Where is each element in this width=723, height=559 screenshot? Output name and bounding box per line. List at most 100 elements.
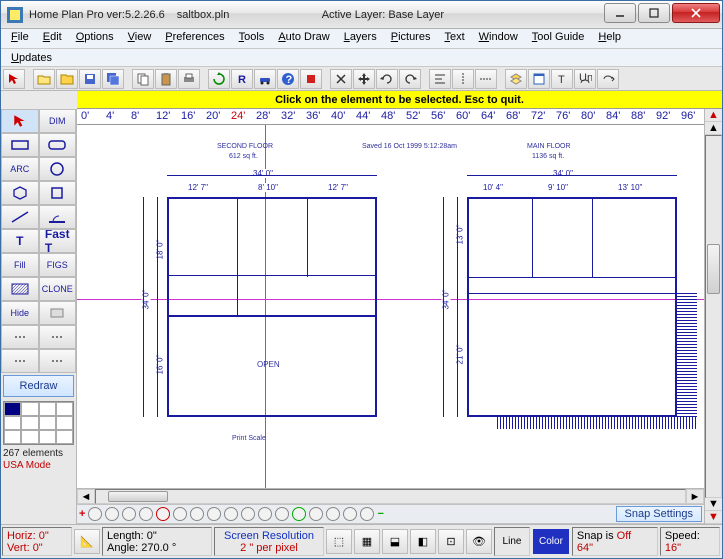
toolbar-align-icon[interactable] [429, 69, 451, 89]
toolbar-rotate-ccw-icon[interactable] [399, 69, 421, 89]
toolbar-refresh-icon[interactable] [208, 69, 230, 89]
toolbar-snap-v-icon[interactable] [452, 69, 474, 89]
tool-arc[interactable]: ARC [1, 157, 39, 181]
minimize-button[interactable] [604, 3, 636, 23]
tool-dots[interactable] [1, 349, 39, 373]
view-circle-3[interactable] [139, 507, 153, 521]
color-swatch-3[interactable] [56, 402, 73, 416]
tool-arrow-sel[interactable] [1, 109, 39, 133]
zoom-in-icon[interactable]: + [79, 508, 85, 520]
view-circle-9[interactable] [241, 507, 255, 521]
hscroll-left[interactable]: ◄ [77, 489, 95, 504]
color-swatch-5[interactable] [21, 416, 38, 430]
toolbar-window-icon[interactable] [528, 69, 550, 89]
zoom-out-icon[interactable]: − [377, 508, 383, 520]
view-circle-12[interactable] [292, 507, 306, 521]
color-swatch-6[interactable] [39, 416, 56, 430]
tool-text-t[interactable]: T [1, 229, 39, 253]
tool-circle[interactable] [39, 157, 77, 181]
toolbar-save-all-icon[interactable] [102, 69, 124, 89]
color-button[interactable]: Color [533, 529, 569, 554]
toolbar-car-icon[interactable] [254, 69, 276, 89]
menu-pictures[interactable]: Pictures [385, 29, 437, 45]
toolbar-rotate-cw-icon[interactable] [376, 69, 398, 89]
view-circle-14[interactable] [326, 507, 340, 521]
color-swatch-0[interactable] [4, 402, 21, 416]
toolbar-folder-icon[interactable] [56, 69, 78, 89]
tool-clone[interactable]: CLONE [39, 277, 77, 301]
scroll-up-red[interactable]: ▲ [705, 109, 722, 122]
view-circle-15[interactable] [343, 507, 357, 521]
toolbar-print-icon[interactable] [178, 69, 200, 89]
color-swatch-8[interactable] [4, 430, 21, 444]
status-btn-3[interactable]: ▦ [354, 529, 380, 554]
color-swatch-2[interactable] [39, 402, 56, 416]
tool-square[interactable] [39, 181, 77, 205]
status-btn-4[interactable]: ⬓ [382, 529, 408, 554]
horizontal-scrollbar[interactable] [95, 489, 686, 504]
tool-dots[interactable] [39, 349, 77, 373]
status-btn-2[interactable]: ⬚ [326, 529, 352, 554]
toolbar-save-icon[interactable] [79, 69, 101, 89]
toolbar-text-tool-icon[interactable]: T [551, 69, 573, 89]
menu-help[interactable]: Help [592, 29, 627, 45]
tool-dim[interactable]: DIM [39, 109, 77, 133]
toolbar-layers-icon[interactable] [505, 69, 527, 89]
vertical-scrollbar[interactable] [705, 135, 722, 498]
color-swatch-4[interactable] [4, 416, 21, 430]
view-circle-7[interactable] [207, 507, 221, 521]
view-circle-10[interactable] [258, 507, 272, 521]
view-circle-6[interactable] [190, 507, 204, 521]
color-swatch-7[interactable] [56, 416, 73, 430]
toolbar-arrow-icon[interactable] [3, 69, 25, 89]
toolbar-paste-icon[interactable] [155, 69, 177, 89]
view-circle-0[interactable] [88, 507, 102, 521]
tool-line[interactable] [1, 205, 39, 229]
tool-fast-t[interactable]: FastT [39, 229, 77, 253]
menu-text[interactable]: Text [438, 29, 470, 45]
tool-hex[interactable] [1, 181, 39, 205]
menu-view[interactable]: View [122, 29, 158, 45]
tool-fill[interactable]: Fill [1, 253, 39, 277]
redraw-button[interactable]: Redraw [3, 375, 74, 397]
tool-dots[interactable] [39, 325, 77, 349]
tool-hatch[interactable] [1, 277, 39, 301]
view-circle-13[interactable] [309, 507, 323, 521]
toolbar-copy-icon[interactable] [132, 69, 154, 89]
view-circle-16[interactable] [360, 507, 374, 521]
tool-door[interactable] [39, 205, 77, 229]
tool-dots[interactable] [1, 325, 39, 349]
status-eye-icon[interactable]: 👁 [466, 529, 492, 554]
toolbar-undo-icon[interactable]: Undo [574, 69, 596, 89]
status-btn-6[interactable]: ⊡ [438, 529, 464, 554]
scroll-down[interactable]: ▼ [705, 498, 722, 511]
scroll-down-red[interactable]: ▼ [705, 511, 722, 524]
close-button[interactable] [672, 3, 720, 23]
status-btn-1[interactable]: 📐 [74, 529, 100, 554]
scroll-up[interactable]: ▲ [705, 122, 722, 135]
tool-rounded-rect[interactable] [39, 133, 77, 157]
view-circle-2[interactable] [122, 507, 136, 521]
menu-tool-guide[interactable]: Tool Guide [526, 29, 591, 45]
color-swatch-9[interactable] [21, 430, 38, 444]
toolbar-redo-icon[interactable] [597, 69, 619, 89]
view-circle-8[interactable] [224, 507, 238, 521]
toolbar-bold-r-icon[interactable]: R [231, 69, 253, 89]
toolbar-x-tool-icon[interactable] [330, 69, 352, 89]
menu-preferences[interactable]: Preferences [159, 29, 230, 45]
tool-rect[interactable] [1, 133, 39, 157]
menu-edit[interactable]: Edit [37, 29, 68, 45]
toolbar-question-icon[interactable]: ? [277, 69, 299, 89]
tool-btn[interactable] [39, 301, 77, 325]
menu-window[interactable]: Window [473, 29, 524, 45]
toolbar-arrows-icon[interactable] [353, 69, 375, 89]
color-swatch-11[interactable] [56, 430, 73, 444]
snap-settings-button[interactable]: Snap Settings [616, 506, 703, 522]
menu-tools[interactable]: Tools [233, 29, 271, 45]
color-swatch-10[interactable] [39, 430, 56, 444]
menu-updates[interactable]: Updates [5, 50, 58, 66]
menu-options[interactable]: Options [70, 29, 120, 45]
maximize-button[interactable] [638, 3, 670, 23]
status-btn-5[interactable]: ◧ [410, 529, 436, 554]
toolbar-snap-h-icon[interactable] [475, 69, 497, 89]
